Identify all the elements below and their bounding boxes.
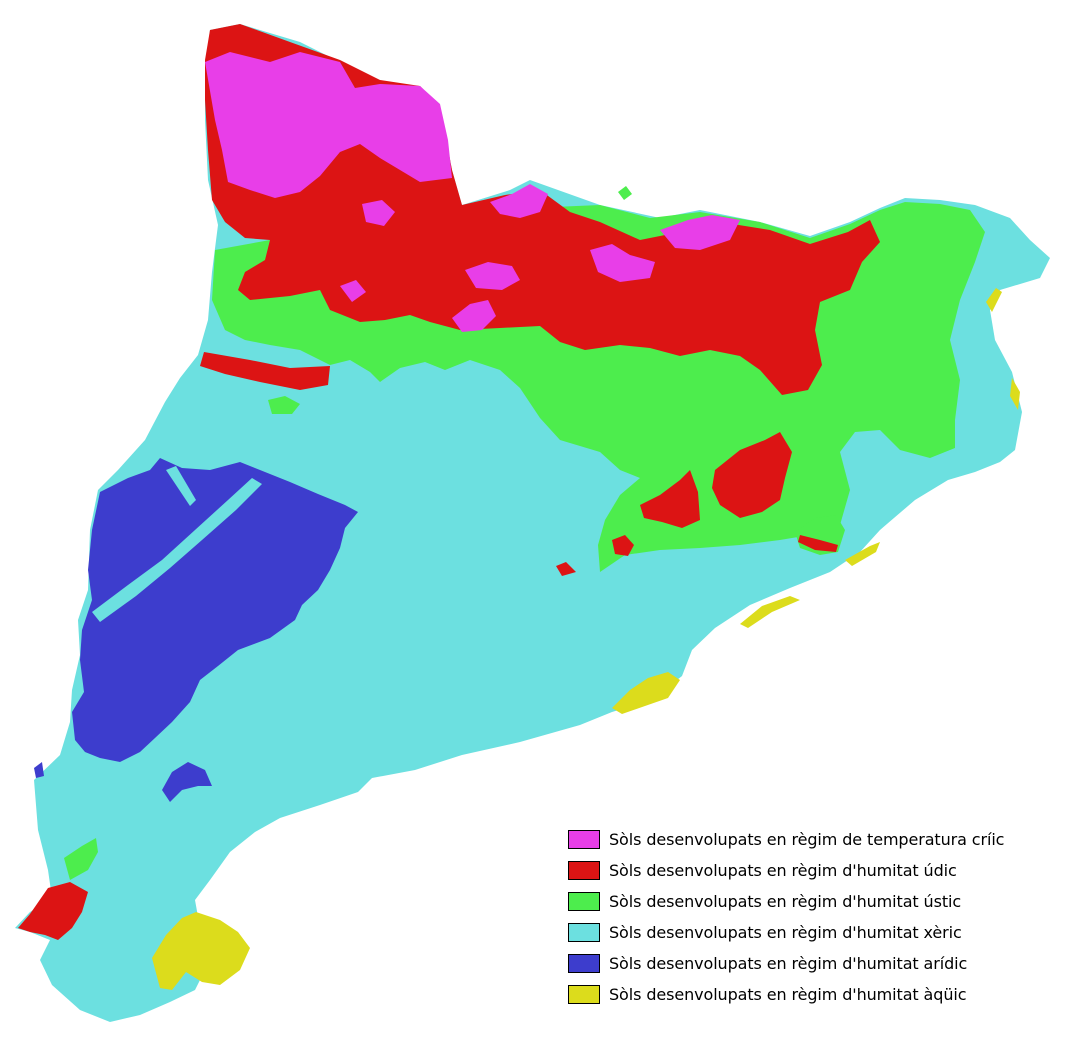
region-ustic-patch (618, 186, 632, 200)
legend-swatch-aquic (568, 984, 600, 1004)
map-legend: Sòls desenvolupats en règim de temperatu… (568, 826, 1068, 1012)
region-udic-patch (712, 432, 792, 518)
legend-item-aridic: Sòls desenvolupats en règim d'humitat ar… (568, 950, 1068, 976)
region-udic-patch (798, 535, 838, 552)
region-udic-patch (640, 470, 700, 528)
region-aquic-strip (740, 596, 800, 628)
region-cric-patch (590, 244, 655, 282)
legend-item-xeric: Sòls desenvolupats en règim d'humitat xè… (568, 919, 1068, 945)
legend-label-aridic: Sòls desenvolupats en règim d'humitat ar… (609, 953, 968, 973)
legend-label-aquic: Sòls desenvolupats en règim d'humitat àq… (609, 984, 967, 1004)
region-cric-patch (465, 262, 520, 290)
region-udic-patch (18, 882, 88, 940)
region-cric-patch (340, 280, 366, 302)
region-aridic-patch (162, 762, 212, 802)
legend-swatch-cric (568, 829, 600, 849)
legend-label-cric: Sòls desenvolupats en règim de temperatu… (609, 829, 1005, 849)
region-aquic-strip (1010, 378, 1020, 410)
region-udic-strip (200, 352, 330, 390)
region-xeric-valley (166, 466, 196, 506)
legend-label-ustic: Sòls desenvolupats en règim d'humitat ús… (609, 891, 962, 911)
region-cric-patch (660, 215, 740, 250)
region-udic-patch (556, 562, 576, 576)
region-ustic-patch (268, 396, 300, 414)
region-udic-patch (612, 535, 634, 556)
region-aquic (612, 672, 680, 714)
region-xeric-valley (92, 478, 262, 622)
legend-item-udic: Sòls desenvolupats en règim d'humitat úd… (568, 857, 1068, 883)
region-cric-patch (490, 184, 548, 218)
legend-swatch-aridic (568, 953, 600, 973)
legend-label-udic: Sòls desenvolupats en règim d'humitat úd… (609, 860, 957, 880)
region-cric (205, 52, 452, 198)
region-aridic-patch (34, 762, 44, 778)
region-aridic (72, 458, 358, 762)
legend-swatch-xeric (568, 922, 600, 942)
legend-label-xeric: Sòls desenvolupats en règim d'humitat xè… (609, 922, 962, 942)
legend-item-ustic: Sòls desenvolupats en règim d'humitat ús… (568, 888, 1068, 914)
legend-swatch-udic (568, 860, 600, 880)
region-cric-patch (362, 200, 395, 226)
region-aquic-strip (986, 288, 1002, 312)
region-aquic-strip (845, 542, 880, 566)
region-cric-patch (452, 300, 496, 332)
legend-item-cric: Sòls desenvolupats en règim de temperatu… (568, 826, 1068, 852)
region-ustic-patch (64, 838, 98, 880)
legend-swatch-ustic (568, 891, 600, 911)
legend-item-aquic: Sòls desenvolupats en règim d'humitat àq… (568, 981, 1068, 1007)
region-aquic (152, 912, 250, 990)
